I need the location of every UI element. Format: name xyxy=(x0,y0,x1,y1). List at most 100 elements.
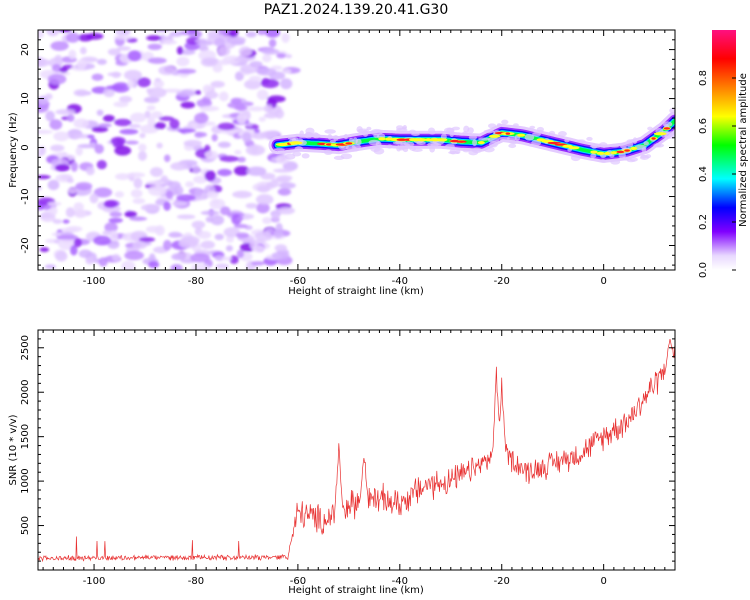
noise-blob xyxy=(158,65,177,76)
noise-blob xyxy=(273,168,293,173)
noise-blob xyxy=(234,106,248,111)
colorbar: 0.0 0.2 0.4 0.6 0.8 Normalized spectral ampl… xyxy=(698,30,749,278)
colorbar-tick-label: 0.6 xyxy=(698,118,709,134)
noise-blob xyxy=(276,175,293,182)
noise-blob xyxy=(70,161,78,172)
noise-blob xyxy=(104,222,118,233)
noise-blob xyxy=(251,261,265,266)
noise-blob xyxy=(73,238,82,248)
signal-halo-blob xyxy=(647,126,653,131)
signal-halo-blob xyxy=(429,146,435,153)
noise-blob xyxy=(169,31,183,37)
signal-halo-blob xyxy=(513,123,519,128)
spectrogram-y-axis-label: Frequency (Hz) xyxy=(8,112,19,188)
snr-content xyxy=(38,339,675,563)
noise-blob xyxy=(79,46,87,55)
noise-blob xyxy=(75,146,83,156)
signal-halo-blob xyxy=(586,136,593,141)
noise-blob xyxy=(125,140,139,145)
signal-peak xyxy=(616,150,625,154)
noise-blob xyxy=(271,213,280,222)
noise-blob xyxy=(129,112,147,123)
noise-blob xyxy=(38,175,51,180)
noise-blob xyxy=(89,193,99,204)
signal-halo-blob xyxy=(352,137,358,145)
noise-blob xyxy=(210,214,225,226)
noise-blob xyxy=(190,253,211,263)
noise-blob xyxy=(220,206,231,216)
noise-blob xyxy=(146,180,165,186)
signal-halo-blob xyxy=(284,153,296,160)
snr-y-tick-label: 2500 xyxy=(20,335,31,360)
noise-blob xyxy=(94,144,104,154)
signal-halo-blob xyxy=(609,144,620,148)
noise-blob xyxy=(52,219,63,224)
signal-halo-blob xyxy=(298,135,310,139)
noise-blob xyxy=(77,33,94,42)
noise-blob xyxy=(127,50,142,62)
noise-blob xyxy=(225,245,233,252)
signal-halo-blob xyxy=(524,133,535,141)
snr-y-axis-label: SNR (10 * v/v) xyxy=(8,414,19,485)
noise-blob xyxy=(190,263,210,270)
noise-blob xyxy=(193,175,208,184)
noise-blob xyxy=(148,261,160,269)
noise-blob xyxy=(59,67,69,73)
noise-blob xyxy=(200,57,218,67)
noise-blob xyxy=(54,239,61,244)
noise-blob xyxy=(138,236,156,243)
colorbar-tick-label: 0.4 xyxy=(698,166,709,182)
signal-halo-blob xyxy=(632,137,638,144)
noise-blob xyxy=(147,116,156,128)
noise-blob xyxy=(194,187,203,198)
noise-blob xyxy=(244,79,262,90)
noise-blob xyxy=(238,46,252,57)
signal-peak xyxy=(456,140,467,143)
signal-halo-blob xyxy=(498,136,510,141)
signal-halo-blob xyxy=(590,153,597,159)
snr-frame xyxy=(37,329,676,571)
signal-track xyxy=(268,107,675,165)
noise-blob xyxy=(123,69,143,81)
snr-x-tick-label: 0 xyxy=(600,576,606,587)
noise-blob xyxy=(153,79,165,88)
noise-blob xyxy=(180,101,196,109)
noise-blob xyxy=(93,187,113,198)
signal-halo-blob xyxy=(402,125,408,130)
noise-blob xyxy=(169,118,180,130)
noise-blob xyxy=(66,178,74,184)
noise-blob xyxy=(132,241,147,250)
signal-halo-blob xyxy=(478,137,491,141)
noise-blob xyxy=(139,132,146,139)
noise-blob xyxy=(235,232,250,239)
noise-blob xyxy=(107,48,121,56)
noise-blob xyxy=(116,46,131,51)
noise-blob xyxy=(54,54,63,64)
noise-blob xyxy=(204,150,218,159)
noise-blob xyxy=(223,227,241,238)
snr-x-tick-label: -80 xyxy=(188,576,204,587)
signal-halo-blob xyxy=(537,129,544,134)
signal-halo-blob xyxy=(564,138,570,143)
noise-blob xyxy=(109,211,123,218)
noise-blob xyxy=(65,207,75,218)
signal-halo-blob xyxy=(488,141,498,148)
noise-blob xyxy=(221,256,232,261)
noise-blob xyxy=(186,37,200,45)
signal-halo-blob xyxy=(487,137,500,143)
signal-halo-blob xyxy=(600,158,606,163)
signal-halo-blob xyxy=(443,127,455,134)
noise-blob xyxy=(161,40,178,45)
signal-hotspot xyxy=(435,138,448,142)
noise-blob xyxy=(45,110,55,122)
signal-halo-blob xyxy=(532,131,541,137)
noise-blob xyxy=(280,78,293,90)
noise-blob xyxy=(217,141,231,148)
noise-blob xyxy=(173,185,184,196)
noise-blob xyxy=(98,123,112,128)
noise-blob xyxy=(170,263,183,270)
spectrogram-content xyxy=(38,30,675,270)
spectrogram-y-tick-label: 20 xyxy=(20,43,31,56)
noise-blob xyxy=(126,37,138,43)
